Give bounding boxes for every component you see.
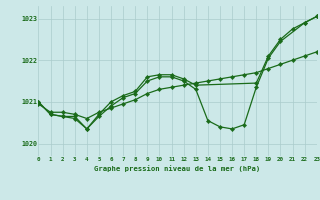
X-axis label: Graphe pression niveau de la mer (hPa): Graphe pression niveau de la mer (hPa) xyxy=(94,165,261,172)
